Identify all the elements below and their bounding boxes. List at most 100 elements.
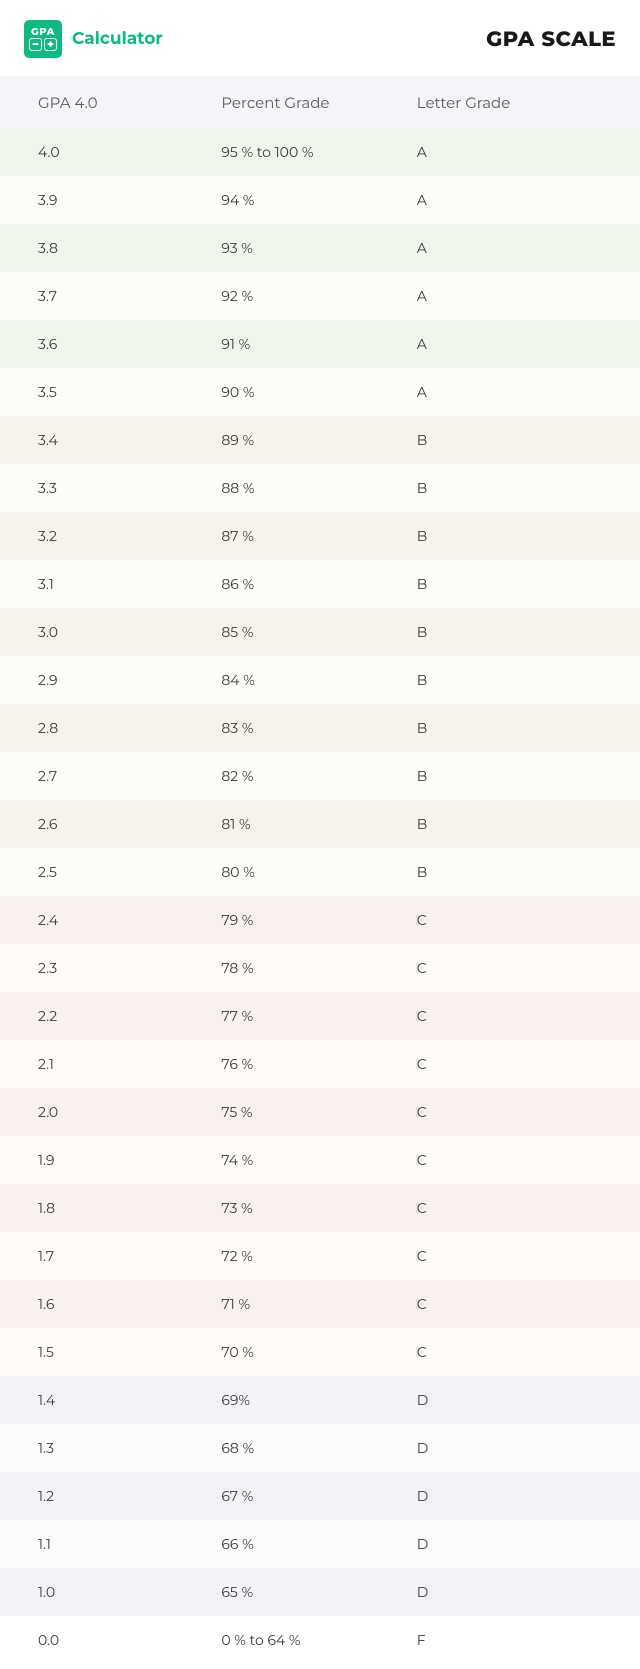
cell-percent: 69% (219, 1391, 414, 1409)
cell-gpa: 3.6 (24, 335, 219, 353)
cell-percent: 82 % (219, 767, 414, 785)
table-row: 1.065 %D (0, 1568, 640, 1616)
logo-symbols: − + (29, 38, 57, 51)
cell-percent: 93 % (219, 239, 414, 257)
table-row: 2.479 %C (0, 896, 640, 944)
table-row: 1.469%D (0, 1376, 640, 1424)
table-row: 1.368 %D (0, 1424, 640, 1472)
table-row: 1.671 %C (0, 1280, 640, 1328)
table-row: 2.681 %B (0, 800, 640, 848)
cell-percent: 78 % (219, 959, 414, 977)
cell-percent: 95 % to 100 % (219, 143, 414, 161)
cell-gpa: 1.5 (24, 1343, 219, 1361)
cell-gpa: 3.8 (24, 239, 219, 257)
cell-letter: A (415, 383, 616, 401)
cell-letter: B (415, 671, 616, 689)
cell-percent: 66 % (219, 1535, 414, 1553)
cell-percent: 79 % (219, 911, 414, 929)
cell-letter: D (415, 1487, 616, 1505)
cell-letter: A (415, 287, 616, 305)
table-row: 4.095 % to 100 %A (0, 128, 640, 176)
table-row: 1.166 %D (0, 1520, 640, 1568)
column-header-letter: Letter Grade (415, 93, 616, 112)
cell-letter: B (415, 479, 616, 497)
table-row: 2.984 %B (0, 656, 640, 704)
cell-gpa: 1.9 (24, 1151, 219, 1169)
cell-letter: C (415, 1343, 616, 1361)
cell-letter: D (415, 1439, 616, 1457)
cell-gpa: 2.7 (24, 767, 219, 785)
table-row: 2.580 %B (0, 848, 640, 896)
cell-letter: B (415, 431, 616, 449)
cell-letter: B (415, 815, 616, 833)
cell-gpa: 3.3 (24, 479, 219, 497)
cell-letter: B (415, 623, 616, 641)
table-row: 2.176 %C (0, 1040, 640, 1088)
cell-letter: C (415, 959, 616, 977)
cell-percent: 80 % (219, 863, 414, 881)
logo-icon: GPA − + (24, 20, 62, 58)
logo-gpa-text: GPA (31, 27, 55, 37)
cell-gpa: 0.0 (24, 1631, 219, 1649)
cell-percent: 92 % (219, 287, 414, 305)
table-row: 3.388 %B (0, 464, 640, 512)
cell-gpa: 1.2 (24, 1487, 219, 1505)
cell-letter: B (415, 575, 616, 593)
table-row: 3.590 %A (0, 368, 640, 416)
table-row: 2.883 %B (0, 704, 640, 752)
cell-percent: 89 % (219, 431, 414, 449)
cell-letter: B (415, 767, 616, 785)
cell-percent: 73 % (219, 1199, 414, 1217)
cell-letter: D (415, 1535, 616, 1553)
table-row: 3.691 %A (0, 320, 640, 368)
cell-gpa: 2.9 (24, 671, 219, 689)
table-row: 2.782 %B (0, 752, 640, 800)
logo[interactable]: GPA − + Calculator (24, 20, 163, 58)
table-row: 1.974 %C (0, 1136, 640, 1184)
cell-percent: 84 % (219, 671, 414, 689)
cell-gpa: 3.0 (24, 623, 219, 641)
cell-gpa: 2.1 (24, 1055, 219, 1073)
cell-letter: C (415, 1199, 616, 1217)
cell-gpa: 1.8 (24, 1199, 219, 1217)
cell-letter: F (415, 1631, 616, 1649)
cell-letter: D (415, 1583, 616, 1601)
table-row: 2.277 %C (0, 992, 640, 1040)
cell-letter: B (415, 863, 616, 881)
cell-gpa: 1.3 (24, 1439, 219, 1457)
table-row: 1.873 %C (0, 1184, 640, 1232)
table-row: 1.267 %D (0, 1472, 640, 1520)
cell-percent: 75 % (219, 1103, 414, 1121)
cell-gpa: 1.4 (24, 1391, 219, 1409)
cell-percent: 81 % (219, 815, 414, 833)
cell-percent: 88 % (219, 479, 414, 497)
column-header-gpa: GPA 4.0 (24, 93, 219, 112)
cell-letter: C (415, 1151, 616, 1169)
table-row: 2.378 %C (0, 944, 640, 992)
minus-icon: − (29, 38, 42, 51)
cell-gpa: 2.8 (24, 719, 219, 737)
table-row: 2.075 %C (0, 1088, 640, 1136)
cell-gpa: 3.5 (24, 383, 219, 401)
cell-letter: A (415, 143, 616, 161)
cell-percent: 94 % (219, 191, 414, 209)
cell-percent: 72 % (219, 1247, 414, 1265)
cell-percent: 68 % (219, 1439, 414, 1457)
column-header-percent: Percent Grade (219, 93, 414, 112)
cell-letter: A (415, 191, 616, 209)
cell-letter: C (415, 1103, 616, 1121)
cell-gpa: 3.1 (24, 575, 219, 593)
cell-percent: 90 % (219, 383, 414, 401)
table-row: 3.893 %A (0, 224, 640, 272)
cell-gpa: 2.3 (24, 959, 219, 977)
cell-gpa: 3.2 (24, 527, 219, 545)
cell-percent: 65 % (219, 1583, 414, 1601)
cell-percent: 70 % (219, 1343, 414, 1361)
cell-letter: B (415, 719, 616, 737)
table-row: 0.00 % to 64 %F (0, 1616, 640, 1664)
cell-percent: 0 % to 64 % (219, 1631, 414, 1649)
cell-letter: C (415, 1295, 616, 1313)
cell-percent: 91 % (219, 335, 414, 353)
cell-gpa: 1.6 (24, 1295, 219, 1313)
cell-gpa: 2.4 (24, 911, 219, 929)
